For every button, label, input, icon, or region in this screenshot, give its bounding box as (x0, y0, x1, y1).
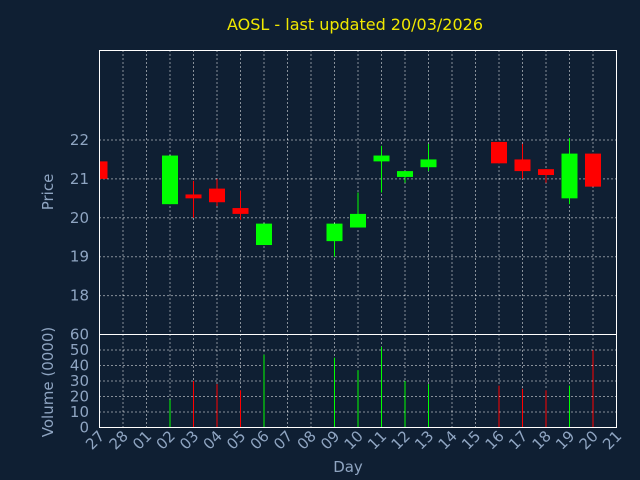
candle-body (256, 223, 272, 246)
x-tick-label: 07 (270, 427, 296, 453)
candle-body (397, 171, 413, 177)
volume-tick-label: 30 (70, 372, 89, 390)
x-tick-label: 08 (294, 427, 320, 453)
volume-tick-label: 40 (70, 357, 89, 375)
candle-body (232, 208, 249, 214)
x-tick-label: 17 (505, 427, 531, 453)
candle-body (420, 159, 437, 168)
x-tick-label: 16 (482, 427, 508, 453)
x-tick-label: 19 (552, 427, 578, 453)
x-tick-label: 10 (341, 427, 367, 453)
candle-body (585, 153, 601, 187)
candle-body (514, 159, 531, 172)
candle-body (209, 188, 225, 203)
x-tick-label: 14 (435, 427, 461, 453)
volume-bars (169, 346, 594, 428)
volume-panel-border (99, 334, 617, 428)
x-tick-label: 12 (388, 427, 414, 453)
x-tick-label: 03 (176, 427, 202, 453)
candle-body (373, 155, 390, 162)
price-tick-label: 19 (70, 248, 89, 266)
volume-tick-label: 10 (70, 403, 89, 421)
volume-tick-label: 0 (79, 419, 89, 437)
x-tick-label: 28 (106, 427, 132, 453)
x-tick-label: 01 (129, 427, 155, 453)
candle-body (185, 194, 202, 199)
x-axis-label: Day (333, 458, 363, 476)
x-tick-label: 06 (247, 427, 273, 453)
x-tick-label: 15 (458, 427, 484, 453)
candle-body (561, 153, 578, 199)
price-tick-label: 21 (70, 170, 89, 188)
price-candles (99, 138, 601, 257)
chart-title: AOSL - last updated 20/03/2026 (227, 15, 483, 34)
x-tick-label: 20 (576, 427, 602, 453)
x-tick-label: 18 (529, 427, 555, 453)
candle-body (326, 223, 343, 242)
x-tick-label: 02 (153, 427, 179, 453)
x-tick-labels: 2728010203040506070809101112131415161718… (82, 427, 625, 453)
candle-body (99, 161, 108, 179)
price-axis-label: Price (39, 174, 57, 211)
x-tick-label: 04 (200, 427, 226, 453)
x-tick-label: 21 (599, 427, 625, 453)
price-tick-label: 22 (70, 131, 89, 149)
x-tick-label: 05 (223, 427, 249, 453)
candle-body (350, 213, 366, 228)
candle-body (538, 169, 554, 175)
volume-tick-label: 60 (70, 326, 89, 344)
price-tick-label: 18 (70, 287, 89, 305)
x-tick-label: 13 (411, 427, 437, 453)
volume-tick-label: 50 (70, 341, 89, 359)
price-tick-labels: 18 19 20 21 22 (70, 131, 89, 305)
x-tick-label: 11 (364, 427, 390, 453)
candle-body (491, 141, 507, 164)
volume-axis-label: Volume (0000) (39, 327, 57, 437)
volume-tick-label: 20 (70, 388, 89, 406)
candle-body (162, 155, 178, 205)
x-tick-label: 09 (317, 427, 343, 453)
price-grid (99, 50, 617, 335)
price-tick-label: 20 (70, 209, 89, 227)
